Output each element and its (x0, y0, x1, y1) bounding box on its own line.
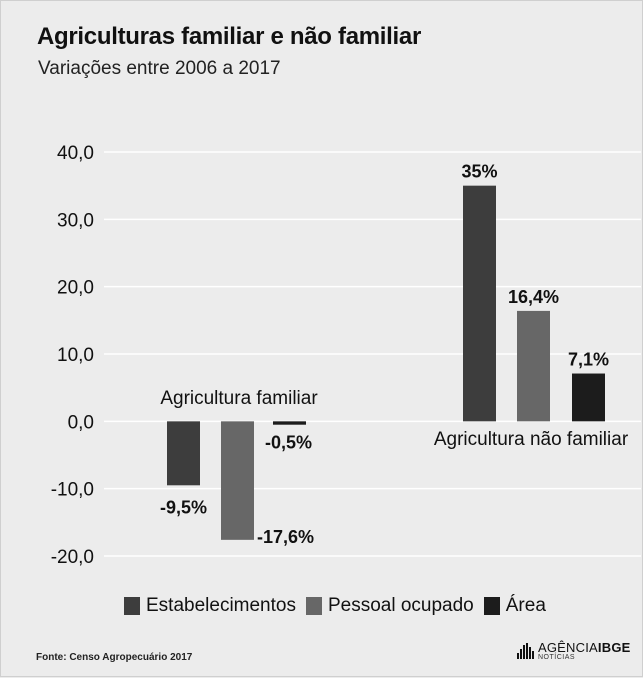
logo-main-text: AGÊNCIA (538, 640, 598, 655)
data-label: -0,5% (265, 432, 312, 452)
legend-label-area: Área (505, 595, 546, 616)
logo-bars-icon (517, 643, 534, 659)
legend-item-area: Área (483, 595, 546, 617)
logo-sub-text: NOTÍCIAS (538, 654, 576, 661)
bar (167, 421, 200, 486)
data-label: -9,5% (160, 497, 207, 517)
bar (463, 185, 496, 422)
y-tick-label: 40,0 (57, 143, 94, 164)
y-tick-label: 0,0 (68, 412, 94, 433)
y-tick-label: 10,0 (57, 345, 94, 366)
data-label: 16,4% (508, 287, 559, 307)
agencia-ibge-logo: AGÊNCIAIBGE NOTÍCIAS (517, 641, 631, 661)
source-note: Fonte: Censo Agropecuário 2017 (36, 652, 193, 663)
legend-item-pessoal-ocupado: Pessoal ocupado (305, 595, 474, 617)
y-tick-label: 20,0 (57, 278, 94, 299)
category-label: Agricultura familiar (160, 388, 318, 409)
legend-swatch-pessoal-ocupado (305, 597, 322, 615)
y-tick-label: 30,0 (57, 210, 94, 231)
bar (273, 421, 306, 425)
legend-item-estabelecimentos: Estabelecimentos (124, 595, 296, 617)
chart-title: Agriculturas familiar e não familiar (37, 23, 421, 50)
legend-swatch-estabelecimentos (124, 597, 140, 615)
legend-swatch-area (483, 597, 500, 615)
logo-bold-text: IBGE (597, 640, 631, 655)
y-tick-label: -20,0 (51, 547, 94, 568)
bar (517, 310, 550, 422)
y-tick-label: -10,0 (51, 480, 94, 501)
category-label: Agricultura não familiar (434, 429, 629, 450)
legend-label-pessoal-ocupado: Pessoal ocupado (327, 595, 474, 616)
data-label: 35% (461, 162, 497, 182)
data-label: -17,6% (257, 527, 314, 547)
legend-label-estabelecimentos: Estabelecimentos (146, 595, 296, 616)
chart-subtitle: Variações entre 2006 a 2017 (38, 58, 281, 79)
legend: Estabelecimentos Pessoal ocupado Área (124, 595, 556, 617)
bar (221, 421, 254, 540)
bar (572, 373, 605, 422)
data-label: 7,1% (568, 350, 609, 370)
